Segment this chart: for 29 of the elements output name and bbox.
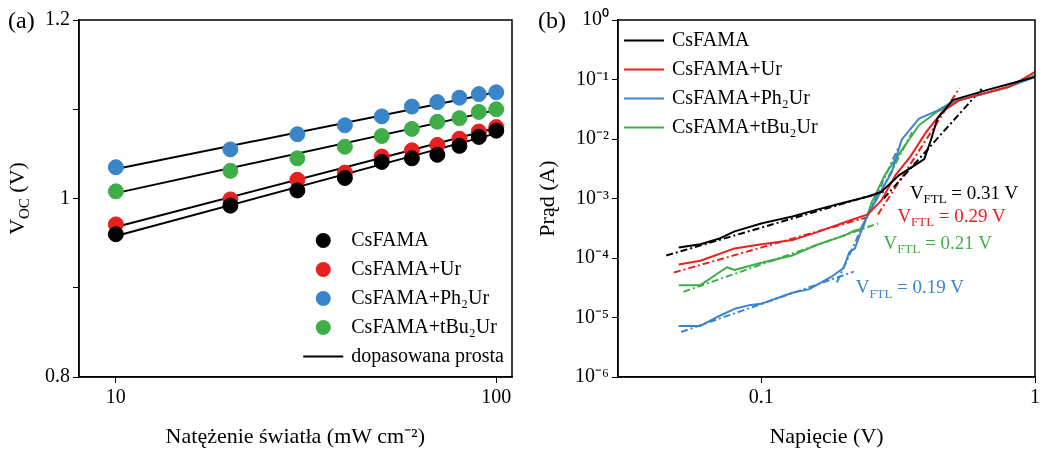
legend-label: CsFAMA — [671, 27, 750, 50]
x-tick-label: 0.1 — [748, 385, 774, 408]
y-axis-title: Prąd (A) — [533, 160, 559, 237]
legend-label: CsFAMA+Ur — [671, 56, 783, 79]
legend-label: CsFAMA+tBu₂Ur — [671, 114, 818, 137]
y-tick-label: 1 — [60, 185, 70, 208]
x-tick-label: 100 — [481, 385, 512, 408]
legend-label: CsFAMA+Ph₂Ur — [351, 285, 490, 308]
y-tick-label: 10⁻⁵ — [574, 304, 609, 327]
chart-title: (a) — [8, 7, 35, 34]
y-tick-label: 10⁰ — [581, 7, 609, 30]
x-axis-title: Natężenie światła (mW cm⁻²) — [165, 422, 425, 448]
y-tick-label: 10⁻² — [575, 126, 609, 149]
y-axis-title: VOC (V) — [3, 162, 32, 235]
legend-label: CsFAMA+tBu₂Ur — [351, 314, 498, 337]
y-tick-label: 1.2 — [45, 7, 70, 30]
legend-label: dopasowana prosta — [351, 343, 505, 367]
y-tick-label: 10⁻³ — [575, 185, 609, 208]
legend-label: CsFAMA — [351, 227, 430, 250]
y-tick-label: 0.8 — [45, 364, 70, 387]
y-tick-label: 10⁻¹ — [575, 66, 609, 89]
legend-label: CsFAMA+Ph₂Ur — [671, 85, 811, 108]
x-tick-label: 10 — [105, 385, 126, 408]
chart-title: (b) — [538, 7, 566, 34]
y-tick-label: 10⁻⁶ — [574, 364, 609, 387]
x-tick-label: 1 — [1030, 385, 1040, 408]
x-axis-title: Napięcie (V) — [769, 422, 884, 448]
legend-label: CsFAMA+Ur — [351, 256, 462, 279]
y-tick-label: 10⁻⁴ — [574, 245, 609, 268]
